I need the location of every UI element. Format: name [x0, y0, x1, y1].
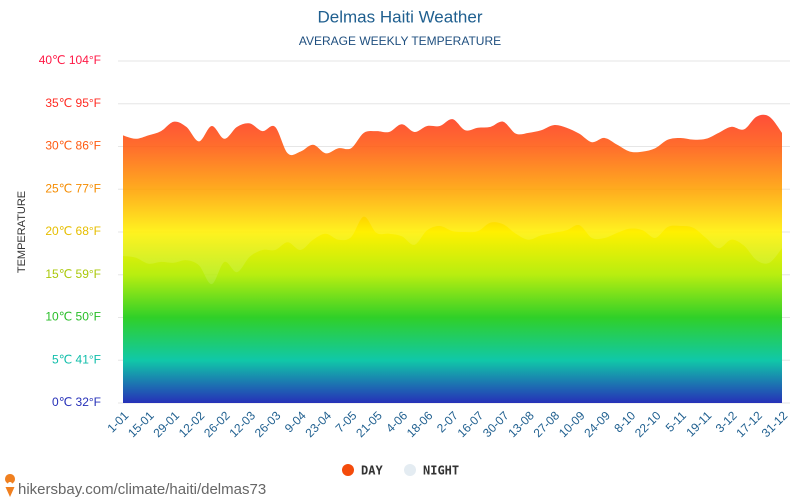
- legend-label[interactable]: NIGHT: [423, 464, 459, 478]
- legend: DAY NIGHT: [342, 464, 459, 478]
- x-tick-label: 19-11: [683, 408, 714, 439]
- x-tick-label: 23-04: [303, 408, 335, 440]
- x-tick-label: 26-02: [201, 408, 233, 440]
- y-tick-label: 20℃ 68°F: [45, 224, 101, 238]
- x-tick-label: 12-03: [226, 408, 258, 440]
- footer-link[interactable]: hikersbay.com/climate/haiti/delmas73: [18, 481, 266, 498]
- x-tick-label: 17-12: [733, 408, 765, 440]
- y-tick-label: 15℃ 59°F: [45, 267, 101, 281]
- x-tick-label: 21-05: [353, 408, 385, 440]
- y-tick-label: 10℃ 50°F: [45, 310, 101, 324]
- x-tick-label: 26-03: [252, 408, 284, 440]
- chart-title: Delmas Haiti Weather: [317, 7, 482, 26]
- x-tick-label: 22-10: [632, 408, 664, 440]
- x-tick-label: 18-06: [404, 408, 436, 440]
- x-tick-label: 27-08: [531, 408, 563, 440]
- legend-label[interactable]: DAY: [361, 464, 383, 478]
- x-tick-label: 10-09: [556, 408, 588, 440]
- legend-swatch: [342, 464, 354, 476]
- pin-icon: [5, 474, 16, 497]
- x-tick-label: 12-02: [176, 408, 208, 440]
- y-tick-label: 5℃ 41°F: [52, 352, 101, 366]
- y-tick-label: 30℃ 86°F: [45, 139, 101, 153]
- pin-dot: [8, 482, 12, 486]
- x-tick-label: 31-12: [759, 408, 791, 440]
- y-tick-label: 0℃ 32°F: [52, 395, 101, 409]
- y-axis-title: TEMPERATURE: [16, 191, 28, 273]
- area: [123, 216, 782, 403]
- legend-swatch: [404, 464, 416, 476]
- y-tick-label: 25℃ 77°F: [45, 181, 101, 195]
- x-tick-label: 30-07: [480, 408, 512, 440]
- y-tick-label: 40℃ 104°F: [39, 53, 101, 67]
- chart-subtitle: AVERAGE WEEKLY TEMPERATURE: [299, 34, 501, 48]
- x-tick-label: 24-09: [581, 408, 613, 440]
- x-tick-label: 15-01: [125, 408, 157, 440]
- plot-area: 0℃ 32°F 5℃ 41°F 10℃ 50°F 15℃ 59°F 20℃ 68°F 25…: [39, 53, 791, 440]
- x-tick-label: 16-07: [455, 408, 487, 440]
- x-tick-label: 13-08: [505, 408, 537, 440]
- y-tick-label: 35℃ 95°F: [45, 96, 101, 110]
- x-tick-label: 29-01: [150, 408, 182, 440]
